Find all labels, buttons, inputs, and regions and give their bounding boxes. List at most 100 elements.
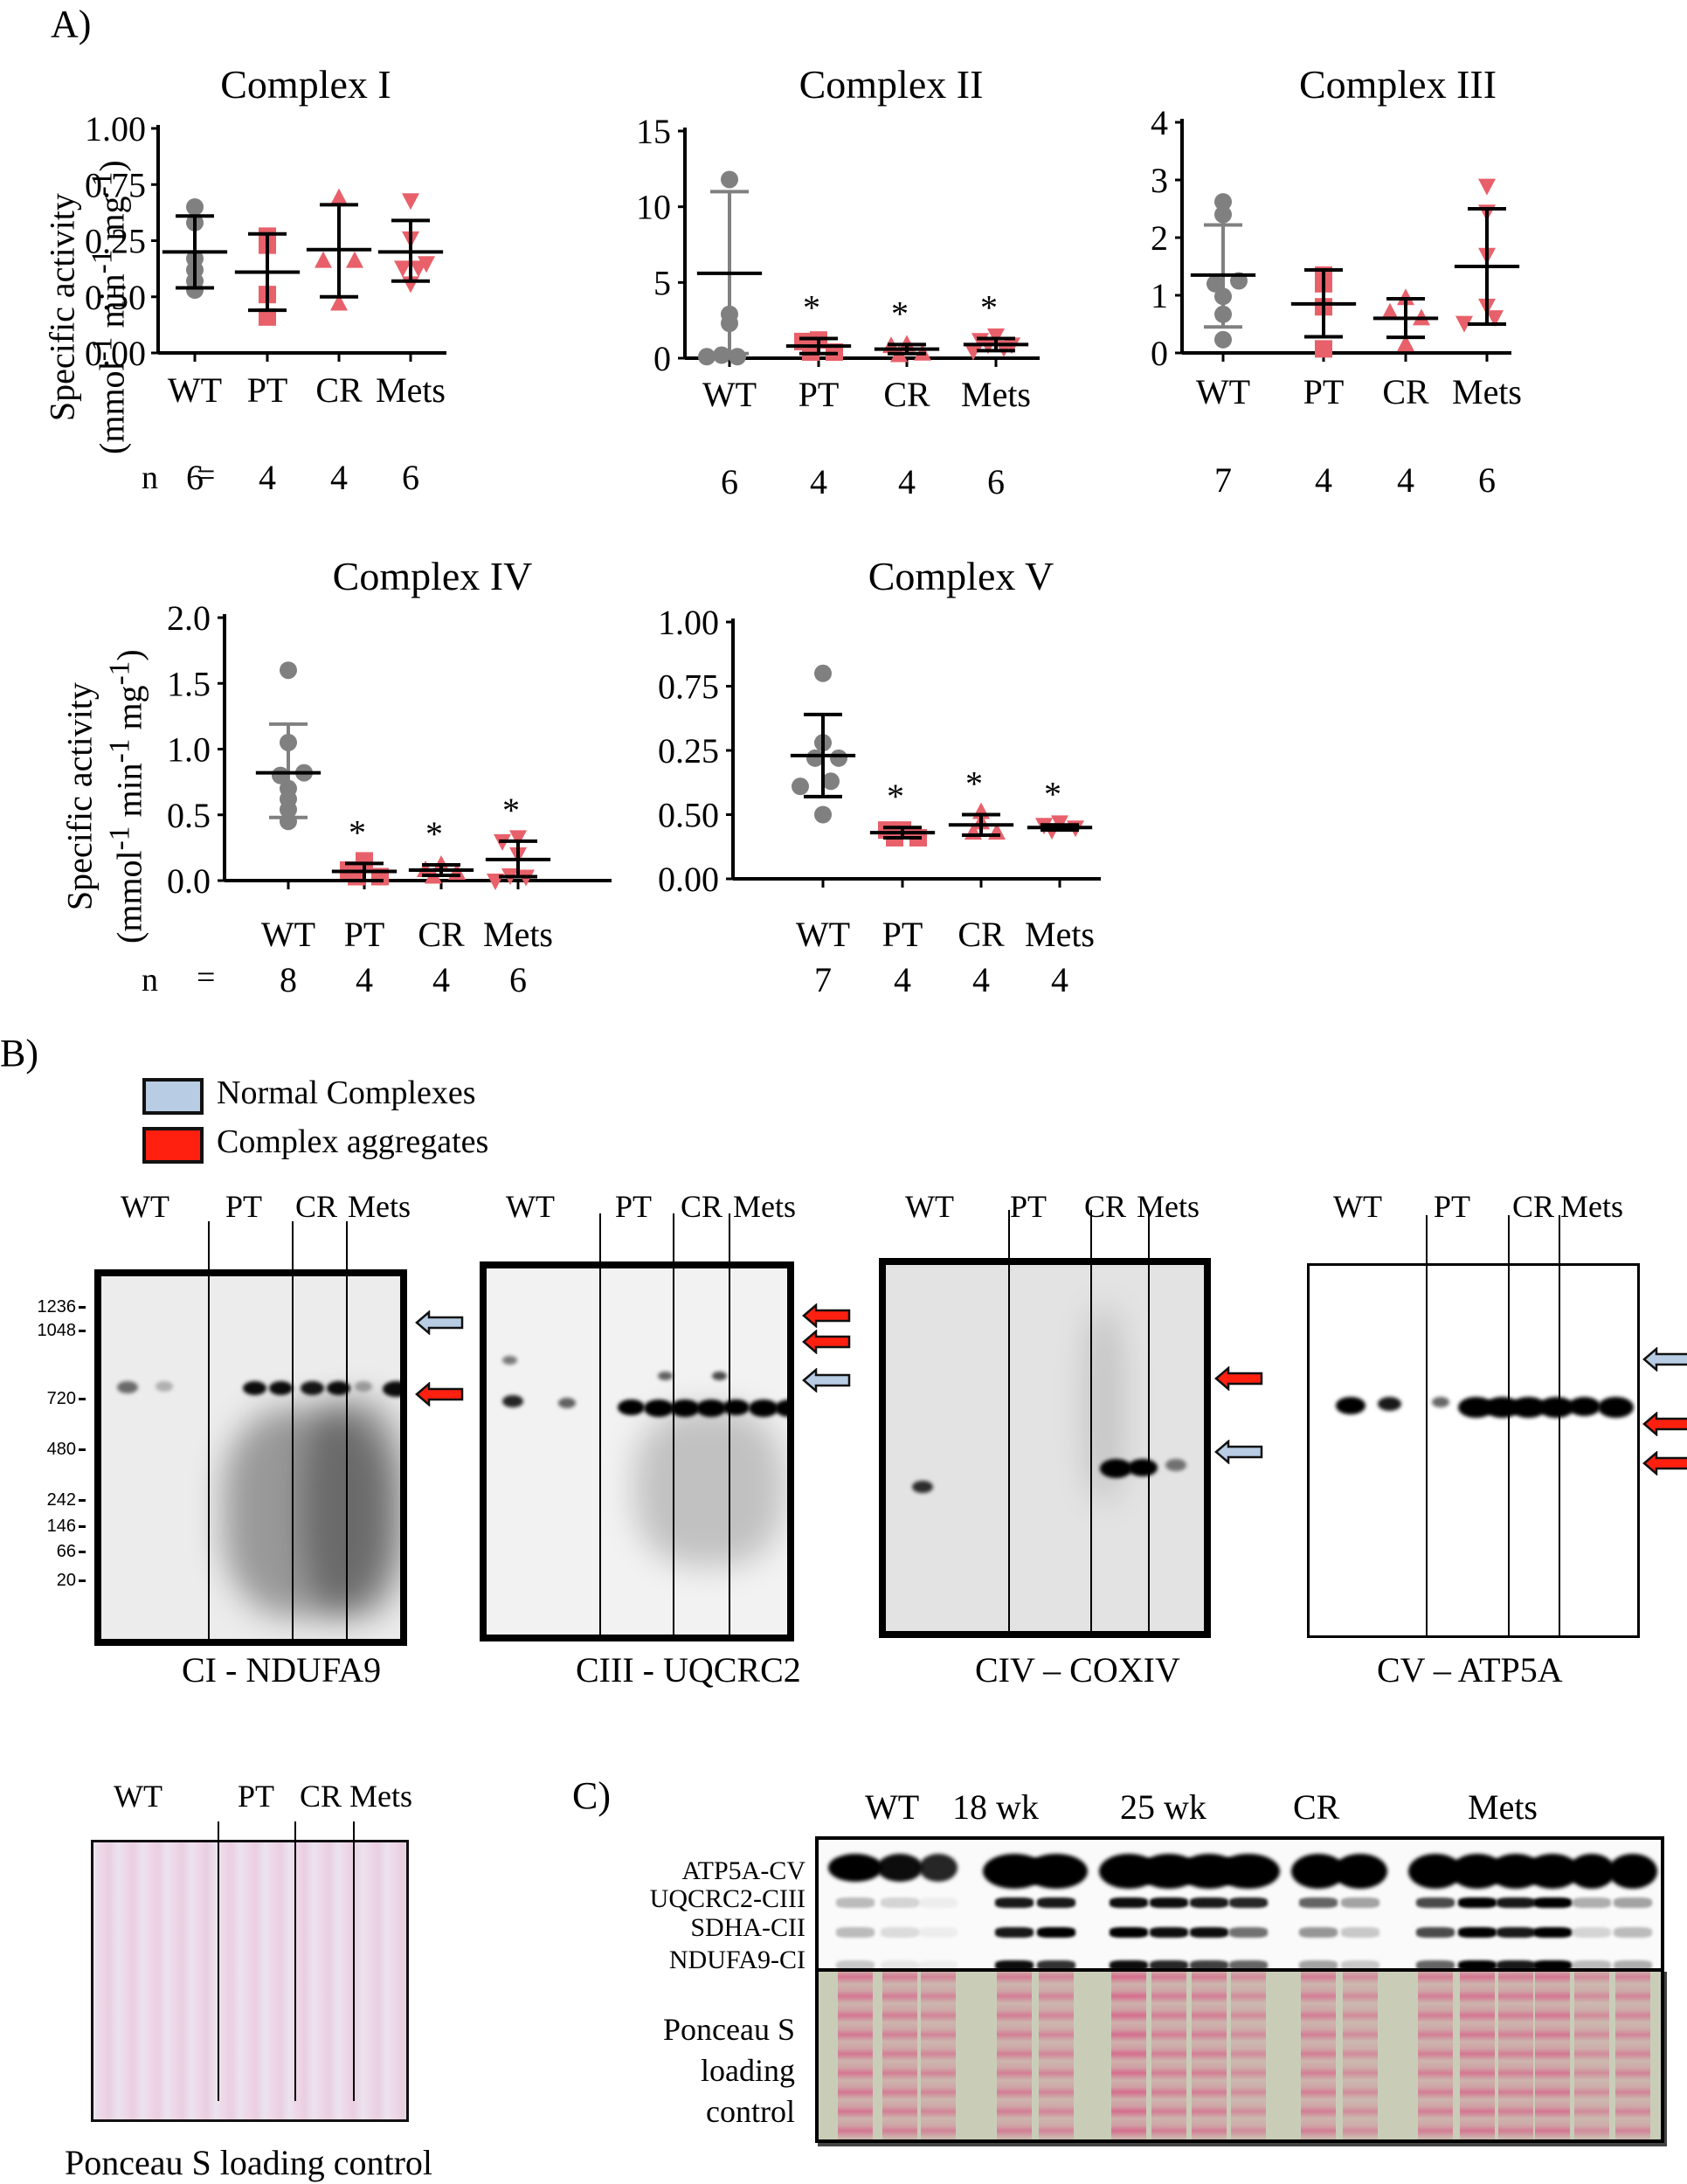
x-tick-label: Mets [1452,372,1522,411]
mw-marker-label: 66 [33,1542,86,1562]
protein-band [775,1400,787,1417]
y-tick-label: 1 [1151,276,1168,315]
chart-title: Complex I [220,62,391,107]
series-mets: * [1027,774,1093,840]
protein-smear [224,1407,390,1617]
lane-label-cr: CR [681,1189,723,1224]
data-point [186,281,204,300]
data-point [280,661,297,680]
significance-asterisk: * [349,812,366,852]
protein-band [1037,1927,1075,1938]
x-tick-label: WT [796,915,850,954]
group-label: 18 wk [952,1787,1039,1827]
data-point [698,348,716,366]
data-point [394,260,411,278]
protein-band [1190,1897,1228,1908]
series-mets: * [485,791,551,890]
ponceau-lane [1231,1972,1266,2139]
lane-label-mets: Mets [1560,1189,1623,1224]
series-pt [1290,266,1357,358]
n-value-label: 4 [330,458,348,497]
protein-band [1190,1927,1228,1938]
y-tick-label: 0.00 [85,334,146,373]
data-point [1455,315,1473,333]
ponceau-lane [921,1972,956,2139]
protein-band [1458,1927,1497,1938]
chart-title: Complex II [799,62,984,107]
lane-divider [292,1221,294,1646]
protein-band [1598,1397,1634,1418]
ponceau-lane-label-wt: WT [114,1779,162,1814]
legend-label-aggregate: Complex aggregates [217,1123,489,1160]
y-tick-label: 1.5 [167,664,211,703]
data-point [1397,335,1414,352]
n-label-row2: n [142,962,158,999]
protein-band [355,1381,373,1392]
x-tick-label: CR [883,375,930,414]
panel-label-a: A) [51,3,92,45]
ponceau-lane-label-pt: PT [238,1779,275,1814]
mw-marker-label: 480 [33,1440,86,1460]
y-tick-label: 1.0 [167,730,211,770]
significance-asterisk: * [1044,774,1061,813]
protein-band-atp5a [877,1854,923,1882]
n-equals-row2: = [197,959,216,996]
protein-band [881,1927,919,1938]
protein-band [1614,1960,1652,1968]
y-axis-label-line2: (mmol-1 min-1 mg-1) [103,649,149,943]
x-tick-label: WT [168,370,222,410]
series-cr: * [874,294,940,363]
protein-band [1533,1897,1572,1908]
significance-asterisk: * [502,791,520,830]
x-tick-label: PT [247,370,288,410]
protein-band [1538,1397,1574,1418]
chart-complex-iii: Complex III 0 1 2 3 4 WT 7 PT 4 CR 4 Mets 6 [1151,62,1522,500]
protein-band [836,1897,875,1908]
data-point [418,256,435,273]
protein-band [881,1960,919,1968]
protein-smear [302,1399,400,1617]
protein-band [712,1372,727,1380]
antibody-row-label: ATP5A-CV [681,1856,805,1885]
y-tick-label: 5 [653,263,671,302]
y-tick-label: 0.25 [85,222,146,261]
series-cr [306,188,372,311]
ponceau-label-line: control [706,2094,795,2129]
mw-marker-label: 146 [33,1517,86,1537]
y-tick-label: 0.75 [85,165,146,204]
protein-band [696,1400,726,1417]
protein-band [1497,1897,1535,1908]
gel-caption: CV – ATP5A [1377,1650,1563,1690]
protein-band [1341,1897,1379,1908]
protein-band-atp5a [1568,1854,1615,1889]
lane-label-cr: CR [1512,1189,1555,1224]
n-value-label: 6 [402,458,419,497]
mw-marker-label: 1236 [33,1297,86,1317]
protein-band [749,1400,778,1417]
y-axis-label-line2: (mmol-1 min-1 mg-1) [86,160,132,454]
aggregate-arrow-icon [802,1303,851,1329]
data-point [410,260,427,278]
protein-band [723,1400,750,1415]
ponceau-lane [1460,1972,1495,2139]
x-tick-label: Mets [1025,915,1095,954]
legend-swatch-normal [142,1078,204,1115]
n-value-label: 4 [432,960,450,999]
mw-marker-label: 1048 [33,1321,86,1341]
protein-band-atp5a [1333,1854,1387,1889]
y-tick-label: 3 [1151,161,1168,200]
ponceau-lane [997,1972,1032,2139]
protein-band [502,1356,517,1365]
n-value-label: 4 [810,462,827,501]
protein-band [327,1381,351,1395]
lane-label-pt: PT [225,1189,263,1224]
protein-band [1299,1960,1338,1968]
lane-divider [294,1821,296,2101]
lane-divider [1008,1210,1010,1638]
series-wt [1190,193,1256,349]
y-tick-label: 0.50 [85,278,146,317]
data-point [315,251,332,268]
protein-band [558,1398,577,1408]
y-tick-label: 0.50 [658,796,719,835]
n-value-label: 4 [1051,960,1068,999]
